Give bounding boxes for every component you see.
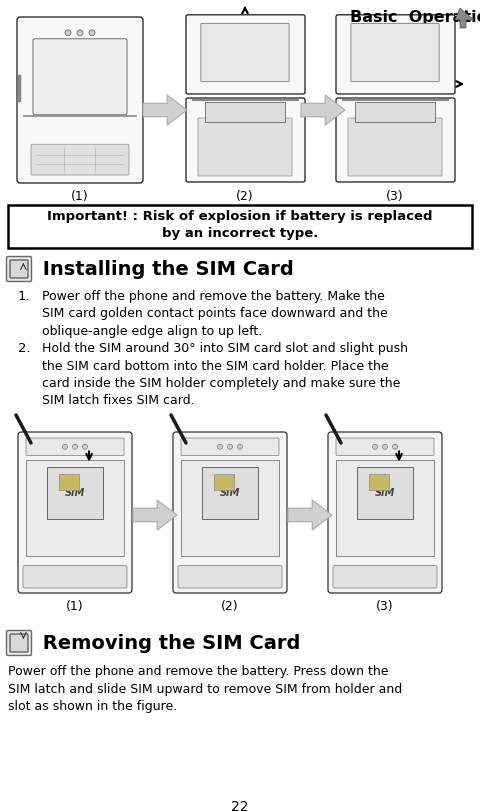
FancyBboxPatch shape <box>7 256 32 281</box>
Text: 1.: 1. <box>18 290 31 303</box>
FancyBboxPatch shape <box>202 466 258 519</box>
FancyBboxPatch shape <box>357 466 413 519</box>
Text: (3): (3) <box>376 600 394 613</box>
Text: 22: 22 <box>231 800 249 811</box>
Text: SIM: SIM <box>220 488 240 498</box>
Circle shape <box>238 444 242 449</box>
Bar <box>205 102 285 122</box>
FancyBboxPatch shape <box>7 630 32 655</box>
FancyBboxPatch shape <box>26 460 124 556</box>
Circle shape <box>228 444 232 449</box>
FancyBboxPatch shape <box>33 39 127 115</box>
Circle shape <box>217 444 223 449</box>
Text: Removing the SIM Card: Removing the SIM Card <box>36 634 300 653</box>
Text: (3): (3) <box>386 190 404 203</box>
Text: by an incorrect type.: by an incorrect type. <box>162 227 318 240</box>
FancyBboxPatch shape <box>201 24 289 82</box>
Circle shape <box>72 444 77 449</box>
FancyBboxPatch shape <box>10 260 28 278</box>
Polygon shape <box>455 8 474 28</box>
FancyBboxPatch shape <box>369 474 389 491</box>
Circle shape <box>62 444 68 449</box>
FancyBboxPatch shape <box>348 118 442 176</box>
Circle shape <box>89 30 95 36</box>
Text: Important! : Risk of explosion if battery is replaced: Important! : Risk of explosion if batter… <box>47 210 433 223</box>
FancyBboxPatch shape <box>333 565 437 588</box>
Polygon shape <box>301 95 345 125</box>
FancyBboxPatch shape <box>214 474 234 491</box>
FancyBboxPatch shape <box>31 144 129 175</box>
FancyBboxPatch shape <box>186 98 305 182</box>
Polygon shape <box>133 500 177 530</box>
FancyBboxPatch shape <box>181 438 279 456</box>
Circle shape <box>65 30 71 36</box>
FancyBboxPatch shape <box>178 565 282 588</box>
FancyBboxPatch shape <box>336 98 455 182</box>
Text: SIM: SIM <box>65 488 85 498</box>
Text: Basic  Operation: Basic Operation <box>350 10 480 25</box>
FancyBboxPatch shape <box>23 565 127 588</box>
Bar <box>355 102 435 122</box>
Circle shape <box>77 30 83 36</box>
Text: SIM: SIM <box>375 488 395 498</box>
Circle shape <box>83 444 87 449</box>
FancyBboxPatch shape <box>336 460 434 556</box>
FancyBboxPatch shape <box>336 438 434 456</box>
FancyBboxPatch shape <box>181 460 279 556</box>
FancyBboxPatch shape <box>336 15 455 94</box>
FancyBboxPatch shape <box>59 474 79 491</box>
Circle shape <box>393 444 397 449</box>
Text: Installing the SIM Card: Installing the SIM Card <box>36 260 294 279</box>
FancyBboxPatch shape <box>47 466 103 519</box>
Polygon shape <box>143 95 187 125</box>
FancyBboxPatch shape <box>26 438 124 456</box>
Text: (2): (2) <box>236 190 254 203</box>
Text: (2): (2) <box>221 600 239 613</box>
Circle shape <box>383 444 387 449</box>
FancyBboxPatch shape <box>186 15 305 94</box>
Polygon shape <box>288 500 332 530</box>
Text: (1): (1) <box>71 190 89 203</box>
FancyBboxPatch shape <box>10 634 28 652</box>
FancyBboxPatch shape <box>17 17 143 183</box>
Text: 2.: 2. <box>18 342 31 355</box>
FancyBboxPatch shape <box>173 432 287 593</box>
Text: (1): (1) <box>66 600 84 613</box>
FancyBboxPatch shape <box>351 24 439 82</box>
FancyBboxPatch shape <box>198 118 292 176</box>
FancyBboxPatch shape <box>18 432 132 593</box>
Bar <box>8 205 472 248</box>
Text: Hold the SIM around 30° into SIM card slot and slight push
the SIM card bottom i: Hold the SIM around 30° into SIM card sl… <box>42 342 408 407</box>
Circle shape <box>372 444 377 449</box>
FancyBboxPatch shape <box>328 432 442 593</box>
Text: Power off the phone and remove the battery. Press down the
SIM latch and slide S: Power off the phone and remove the batte… <box>8 665 402 713</box>
Text: Power off the phone and remove the battery. Make the
SIM card golden contact poi: Power off the phone and remove the batte… <box>42 290 388 338</box>
